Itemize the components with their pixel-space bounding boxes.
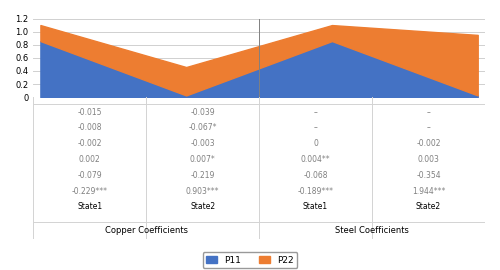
Text: 0.002: 0.002	[78, 155, 100, 164]
Text: 0.003: 0.003	[418, 155, 440, 164]
Text: –: –	[314, 123, 318, 132]
Text: -0.219: -0.219	[190, 171, 215, 180]
Text: -0.229***: -0.229***	[72, 187, 108, 195]
Text: State2: State2	[416, 202, 441, 211]
Text: –: –	[426, 108, 430, 117]
Text: -0.015: -0.015	[78, 108, 102, 117]
Text: –: –	[314, 108, 318, 117]
Text: -0.003: -0.003	[190, 139, 215, 148]
Text: -0.354: -0.354	[416, 171, 441, 180]
Legend: P11, P22: P11, P22	[202, 252, 298, 268]
Text: Copper Coefficients: Copper Coefficients	[104, 226, 188, 235]
Text: Steel Coefficients: Steel Coefficients	[335, 226, 409, 235]
Text: -0.189***: -0.189***	[298, 187, 334, 195]
Text: 0.903***: 0.903***	[186, 187, 220, 195]
Text: 0: 0	[313, 139, 318, 148]
Text: State1: State1	[303, 202, 328, 211]
Text: 1.944***: 1.944***	[412, 187, 445, 195]
Text: -0.008: -0.008	[78, 123, 102, 132]
Text: State2: State2	[190, 202, 215, 211]
Text: State1: State1	[77, 202, 102, 211]
Text: -0.039: -0.039	[190, 108, 215, 117]
Text: -0.002: -0.002	[416, 139, 441, 148]
Text: 0.004**: 0.004**	[300, 155, 330, 164]
Text: –: –	[426, 123, 430, 132]
Text: -0.079: -0.079	[78, 171, 102, 180]
Text: -0.068: -0.068	[304, 171, 328, 180]
Text: 0.007*: 0.007*	[190, 155, 216, 164]
Text: -0.067*: -0.067*	[188, 123, 217, 132]
Text: -0.002: -0.002	[78, 139, 102, 148]
